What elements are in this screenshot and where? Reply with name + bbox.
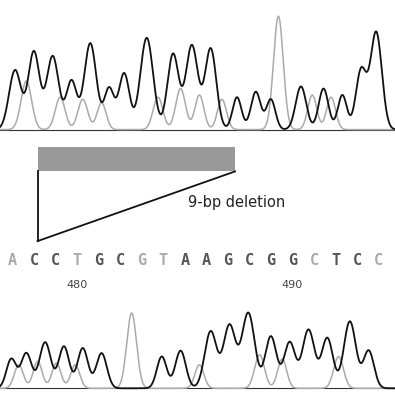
Text: G: G xyxy=(266,253,275,267)
Text: C: C xyxy=(309,253,318,267)
Text: A: A xyxy=(8,253,17,267)
Text: C: C xyxy=(352,253,361,267)
Text: C: C xyxy=(116,253,125,267)
Text: A: A xyxy=(180,253,190,267)
Text: 480: 480 xyxy=(67,280,88,290)
Text: G: G xyxy=(223,253,233,267)
Bar xyxy=(38,147,235,171)
Text: G: G xyxy=(137,253,147,267)
Text: 9-bp deletion: 9-bp deletion xyxy=(188,195,286,210)
Text: 490: 490 xyxy=(282,280,303,290)
Text: T: T xyxy=(331,253,340,267)
Text: C: C xyxy=(51,253,60,267)
Text: C: C xyxy=(374,253,383,267)
Text: T: T xyxy=(73,253,82,267)
Text: G: G xyxy=(288,253,297,267)
Text: G: G xyxy=(94,253,103,267)
Text: C: C xyxy=(245,253,254,267)
Text: A: A xyxy=(202,253,211,267)
Text: T: T xyxy=(159,253,168,267)
Text: C: C xyxy=(30,253,39,267)
